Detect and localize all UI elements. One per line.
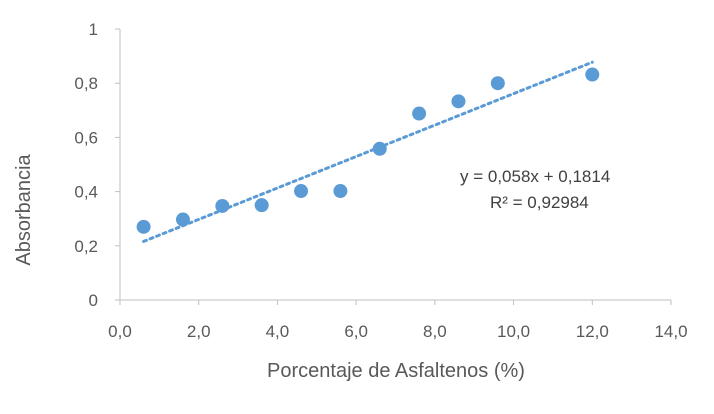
data-point bbox=[412, 106, 427, 121]
y-tick-label: 0,6 bbox=[74, 128, 98, 147]
x-tick-label: 8,0 bbox=[423, 322, 447, 341]
data-points bbox=[136, 67, 600, 234]
x-tick-label: 4,0 bbox=[266, 322, 290, 341]
trendline bbox=[142, 60, 594, 243]
data-point bbox=[294, 184, 309, 199]
y-tick-label: 0,4 bbox=[74, 183, 98, 202]
data-point bbox=[175, 212, 190, 227]
data-point bbox=[372, 141, 387, 156]
x-tick-label: 6,0 bbox=[344, 322, 368, 341]
trendline-equation: y = 0,058x + 0,1814 bbox=[460, 167, 610, 186]
data-point bbox=[254, 198, 269, 213]
y-axis-ticks: 0 0,2 0,4 0,6 0,8 1 bbox=[74, 20, 120, 310]
x-tick-label: 0,0 bbox=[108, 322, 132, 341]
data-point bbox=[333, 184, 348, 199]
y-tick-label: 1 bbox=[89, 20, 98, 39]
x-tick-label: 10,0 bbox=[497, 322, 530, 341]
data-point bbox=[490, 76, 505, 91]
x-axis-ticks: 0,0 2,0 4,0 6,0 8,0 10,0 12,0 14,0 bbox=[108, 300, 688, 341]
data-point bbox=[136, 219, 151, 234]
y-tick-label: 0,8 bbox=[74, 74, 98, 93]
data-point bbox=[585, 67, 600, 82]
x-tick-label: 12,0 bbox=[576, 322, 609, 341]
y-tick-label: 0 bbox=[89, 291, 98, 310]
x-axis-title: Porcentaje de Asfaltenos (%) bbox=[267, 360, 525, 382]
data-point bbox=[215, 198, 230, 213]
y-tick-label: 0,2 bbox=[74, 237, 98, 256]
data-point bbox=[451, 94, 466, 109]
x-tick-label: 14,0 bbox=[654, 322, 687, 341]
x-tick-label: 2,0 bbox=[187, 322, 211, 341]
y-axis-title: Absorbancia bbox=[13, 154, 35, 266]
r-squared-label: R² = 0,92984 bbox=[490, 193, 589, 212]
